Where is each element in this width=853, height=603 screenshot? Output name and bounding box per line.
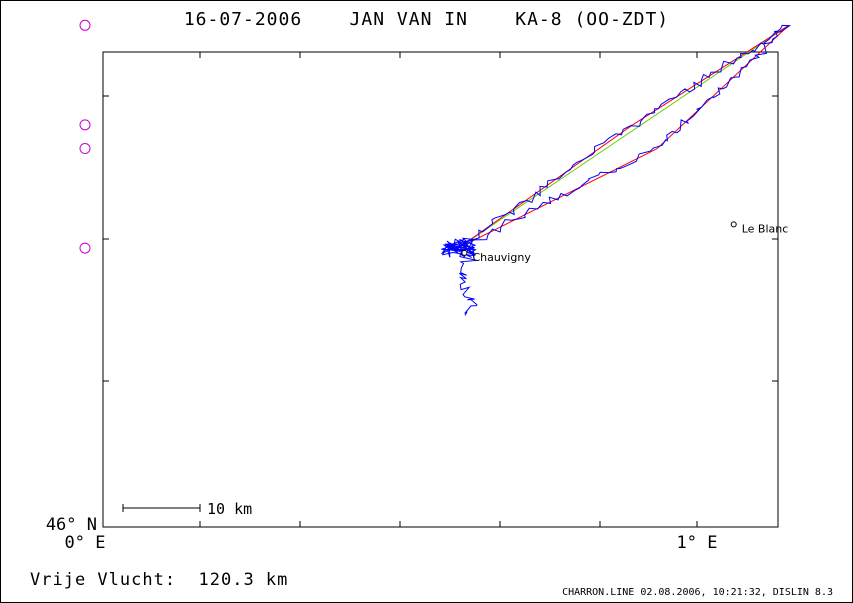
- place-label: Chauvigny: [472, 251, 531, 264]
- task-edge: [458, 148, 658, 249]
- scale-bar-label: 10 km: [207, 500, 252, 518]
- place-marker: [461, 249, 468, 256]
- plot-border: [102, 51, 779, 528]
- turnpoint-marker: [79, 119, 91, 131]
- turnpoint-marker: [79, 242, 91, 254]
- gps-track: [440, 24, 792, 316]
- place-marker: [730, 221, 737, 228]
- place-label: Le Blanc: [742, 222, 789, 235]
- software-credit: CHARRON.LINE 02.08.2006, 10:21:32, DISLI…: [562, 587, 833, 598]
- x-tick-label: 1° E: [677, 533, 718, 553]
- task-edge: [632, 24, 790, 126]
- direct-line: [458, 24, 790, 249]
- free-flight-distance: Vrije Vlucht: 120.3 km: [30, 570, 289, 590]
- y-tick-label: 46° N: [46, 515, 97, 535]
- task-edge: [656, 24, 790, 149]
- turnpoint-marker: [79, 143, 91, 155]
- turnpoint-marker: [79, 19, 91, 31]
- x-tick-label: 0° E: [65, 533, 106, 553]
- chart-title: 16-07-2006 JAN VAN IN KA-8 (OO-ZDT): [183, 9, 670, 30]
